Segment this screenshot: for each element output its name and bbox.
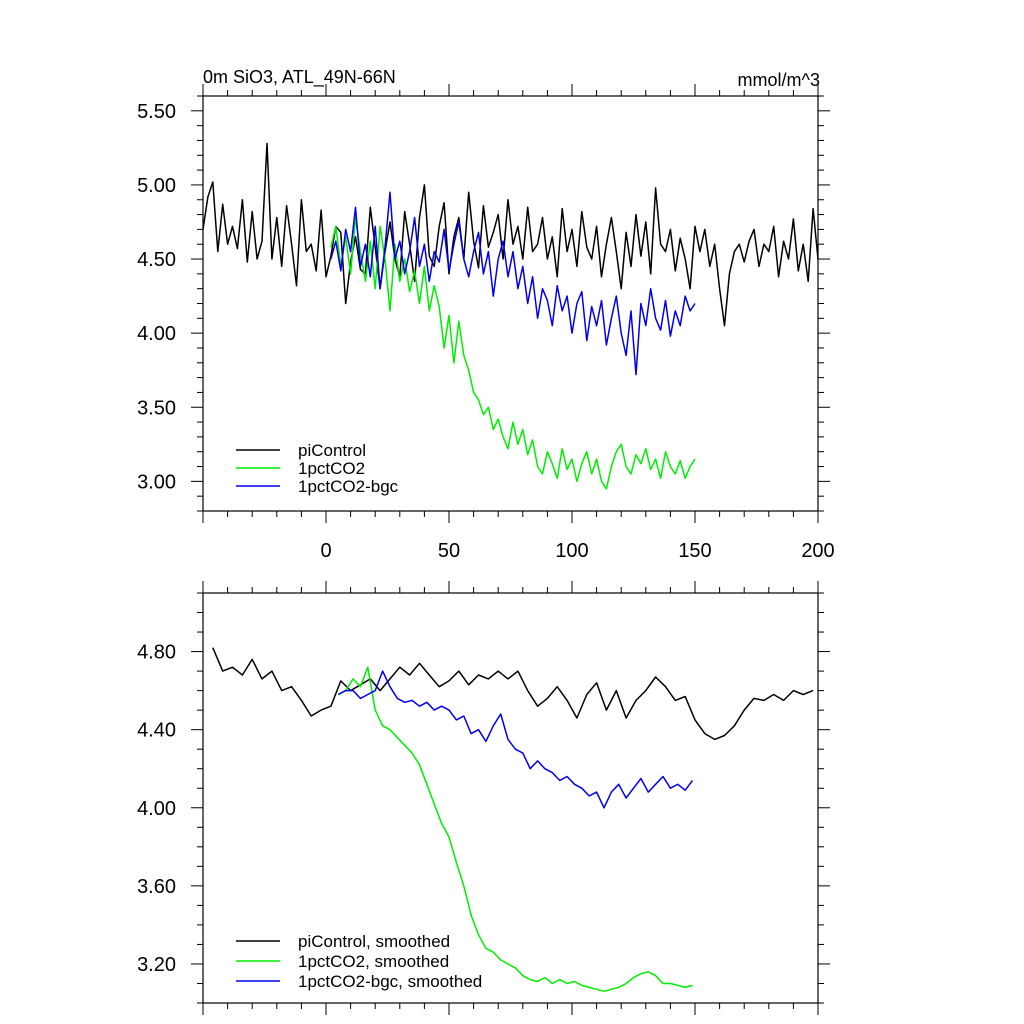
y-tick-label: 3.20 — [137, 954, 176, 976]
legend-label: 1pctCO2 — [298, 459, 365, 478]
legend-label: piControl, smoothed — [298, 932, 450, 951]
bottom-plot-frame — [202, 592, 819, 1004]
x-tick-label: 100 — [555, 540, 588, 562]
y-tick-label: 4.80 — [137, 642, 176, 664]
series-line-1pctco2-bgc — [330, 191, 696, 376]
series-line-picontrol — [202, 142, 819, 327]
y-tick-label: 4.00 — [137, 798, 176, 820]
y-tick-label: 3.50 — [137, 397, 176, 419]
x-tick-label: 200 — [801, 540, 834, 562]
bottom-panel: 3.20 3.60 4.00 4.40 4.80 piControl, smoothed… — [137, 581, 830, 1015]
y-tick-label: 4.40 — [137, 720, 176, 742]
chart-title: 0m SiO3, ATL_49N-66N — [203, 67, 396, 88]
series-line-1pctco2-smoothed — [337, 666, 693, 993]
series-line-1pctco2 — [330, 216, 696, 490]
x-tick-label: 50 — [438, 540, 460, 562]
bottom-axis-ticks — [191, 581, 830, 1015]
bottom-series-lines — [212, 647, 814, 993]
legend-label: 1pctCO2, smoothed — [298, 952, 449, 971]
top-axis-tick-labels: 3.00 3.50 4.00 4.50 5.00 5.50 0 50 100 150 200 — [137, 101, 835, 562]
y-tick-label: 3.00 — [137, 471, 176, 493]
y-tick-label: 5.50 — [137, 101, 176, 123]
y-tick-label: 4.50 — [137, 249, 176, 271]
y-tick-label: 5.00 — [137, 175, 176, 197]
top-axis-ticks — [191, 84, 830, 523]
legend-label: 1pctCO2-bgc — [298, 477, 399, 496]
series-line-picontrol-smoothed — [212, 647, 814, 741]
x-tick-label: 150 — [678, 540, 711, 562]
y-tick-label: 3.60 — [137, 876, 176, 898]
top-plot-frame — [202, 95, 819, 512]
top-series-lines — [202, 142, 819, 490]
top-panel: 0m SiO3, ATL_49N-66N mmol/m^3 3.00 3.50 4.… — [137, 67, 835, 562]
units-label: mmol/m^3 — [738, 70, 820, 90]
y-tick-label: 4.00 — [137, 323, 176, 345]
x-tick-label: 0 — [320, 540, 331, 562]
bottom-axis-tick-labels: 3.20 3.60 4.00 4.40 4.80 — [137, 642, 176, 976]
legend-label: 1pctCO2-bgc, smoothed — [298, 972, 482, 991]
series-line-1pctco2-bgc-smoothed — [337, 670, 694, 809]
legend-label: piControl — [298, 441, 366, 460]
